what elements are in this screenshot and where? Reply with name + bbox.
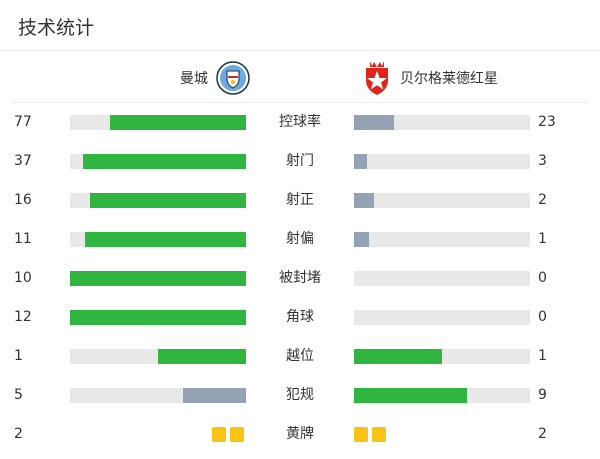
away-bar <box>354 388 530 403</box>
away-value: 2 <box>538 415 588 454</box>
stats-list: 77 控球率 23 37 射门 3 16 射正 2 11 射偏 1 10 被封堵… <box>0 103 600 454</box>
home-value: 12 <box>14 298 64 337</box>
away-bar <box>354 232 530 247</box>
away-bar <box>354 193 530 208</box>
page-title: 技术统计 <box>18 13 94 40</box>
away-value: 3 <box>538 142 588 181</box>
home-bar <box>70 310 246 325</box>
home-bar-fill <box>90 193 246 208</box>
home-bar-fill <box>70 310 246 325</box>
stat-label: 射偏 <box>260 220 340 259</box>
home-yellow-cards <box>212 427 244 442</box>
stat-label: 射正 <box>260 181 340 220</box>
home-value: 10 <box>14 259 64 298</box>
home-value: 11 <box>14 220 64 259</box>
home-bar-fill <box>110 115 246 130</box>
home-value: 37 <box>14 142 64 181</box>
stat-label: 犯规 <box>260 376 340 415</box>
away-value: 1 <box>538 337 588 376</box>
away-bar <box>354 271 530 286</box>
home-bar <box>70 388 246 403</box>
home-value: 5 <box>14 376 64 415</box>
stat-row: 11 射偏 1 <box>0 220 600 259</box>
home-value: 2 <box>14 415 64 454</box>
away-value: 9 <box>538 376 588 415</box>
stat-row: 37 射门 3 <box>0 142 600 181</box>
away-bar-fill <box>354 232 369 247</box>
away-bar-fill <box>354 154 367 169</box>
stat-row-yellow-cards: 2 黄牌 2 <box>0 415 600 454</box>
home-bar-fill <box>83 154 246 169</box>
away-bar-fill <box>354 115 394 130</box>
stat-label: 射门 <box>260 142 340 181</box>
home-bar-fill <box>70 271 246 286</box>
home-value: 77 <box>14 103 64 142</box>
away-team: 贝尔格莱德红星 <box>362 60 498 96</box>
away-team-name: 贝尔格莱德红星 <box>400 68 498 88</box>
home-value: 16 <box>14 181 64 220</box>
stat-label: 控球率 <box>260 103 340 142</box>
home-bar <box>70 115 246 130</box>
away-value: 0 <box>538 259 588 298</box>
away-bar-fill <box>354 193 374 208</box>
home-bar <box>70 349 246 364</box>
home-value: 1 <box>14 337 64 376</box>
away-yellow-cards <box>354 427 386 442</box>
away-bar <box>354 349 530 364</box>
stat-row: 77 控球率 23 <box>0 103 600 142</box>
away-value: 23 <box>538 103 588 142</box>
stat-row: 5 犯规 9 <box>0 376 600 415</box>
stat-row: 12 角球 0 <box>0 298 600 337</box>
away-bar-fill <box>354 349 442 364</box>
away-bar <box>354 310 530 325</box>
manchester-city-crest-icon <box>216 61 250 95</box>
home-bar <box>70 271 246 286</box>
away-bar <box>354 154 530 169</box>
yellow-card-icon <box>354 427 368 442</box>
stat-row: 1 越位 1 <box>0 337 600 376</box>
home-bar <box>70 232 246 247</box>
away-value: 0 <box>538 298 588 337</box>
stat-label: 被封堵 <box>260 259 340 298</box>
home-bar-fill <box>85 232 246 247</box>
home-bar <box>70 154 246 169</box>
away-value: 1 <box>538 220 588 259</box>
home-team: 曼城 <box>180 60 250 96</box>
yellow-card-icon <box>372 427 386 442</box>
away-bar-fill <box>354 388 467 403</box>
home-bar-fill <box>158 349 246 364</box>
title-divider <box>0 50 600 51</box>
home-bar-fill <box>183 388 246 403</box>
stat-label: 黄牌 <box>260 415 340 454</box>
stat-row: 10 被封堵 0 <box>0 259 600 298</box>
yellow-card-icon <box>230 427 244 442</box>
away-value: 2 <box>538 181 588 220</box>
stat-label: 越位 <box>260 337 340 376</box>
home-team-name: 曼城 <box>180 68 208 88</box>
home-bar <box>70 193 246 208</box>
away-bar <box>354 115 530 130</box>
stat-row: 16 射正 2 <box>0 181 600 220</box>
yellow-card-icon <box>212 427 226 442</box>
red-star-belgrade-crest-icon <box>362 60 392 96</box>
stat-label: 角球 <box>260 298 340 337</box>
